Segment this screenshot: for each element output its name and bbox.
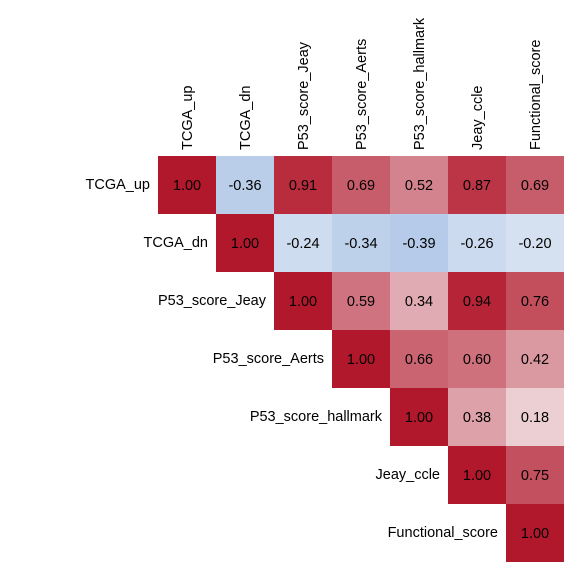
- heatmap-cell: [506, 446, 564, 504]
- cell-value-label: 1.00: [405, 410, 433, 426]
- cell-value-label: 1.00: [463, 468, 491, 484]
- cell-value-label: 0.59: [347, 294, 375, 310]
- heatmap-cell: [274, 272, 332, 330]
- cell-value-label: 1.00: [521, 526, 549, 542]
- heatmap-cell: [390, 272, 448, 330]
- cell-value-label: -0.26: [460, 236, 493, 252]
- cell-value-label: 0.18: [521, 410, 549, 426]
- row-label-tcga-up: TCGA_up: [86, 177, 150, 193]
- heatmap-cell: [274, 156, 332, 214]
- row-label-p53-score-aerts: P53_score_Aerts: [213, 351, 324, 367]
- cell-value-label: 1.00: [173, 178, 201, 194]
- cell-value-label: 1.00: [289, 294, 317, 310]
- column-label-tcga-dn: TCGA_dn: [238, 86, 254, 150]
- cell-value-label: -0.20: [518, 236, 551, 252]
- row-label-functional-score: Functional_score: [388, 525, 498, 541]
- cell-value-label: 0.60: [463, 352, 491, 368]
- cell-value-label: 0.87: [463, 178, 491, 194]
- cell-value-label: -0.24: [286, 236, 319, 252]
- heatmap-cell: [448, 330, 506, 388]
- heatmap-cell: [332, 330, 390, 388]
- cell-value-label: 0.52: [405, 178, 433, 194]
- heatmap-cell: [390, 156, 448, 214]
- heatmap-cell: [390, 388, 448, 446]
- cell-value-label: 0.76: [521, 294, 549, 310]
- heatmap-cell: [506, 330, 564, 388]
- heatmap-cell: [448, 156, 506, 214]
- heatmap-cell: [158, 156, 216, 214]
- column-label-p53-score-jeay: P53_score_Jeay: [296, 41, 312, 150]
- heatmap-cell: [216, 214, 274, 272]
- heatmap-cell: [332, 272, 390, 330]
- cell-value-label: 0.34: [405, 294, 433, 310]
- cell-value-label: 1.00: [231, 236, 259, 252]
- cell-value-label: -0.34: [344, 236, 377, 252]
- heatmap-cell: [506, 156, 564, 214]
- cell-value-label: 0.38: [463, 410, 491, 426]
- cell-value-label: -0.36: [228, 178, 261, 194]
- column-label-tcga-up: TCGA_up: [180, 86, 196, 150]
- cell-value-label: -0.39: [402, 236, 435, 252]
- cell-value-label: 0.66: [405, 352, 433, 368]
- row-label-p53-score-jeay: P53_score_Jeay: [158, 293, 267, 309]
- heatmap-cell: [506, 214, 564, 272]
- heatmap-cell: [506, 272, 564, 330]
- cell-value-label: 0.69: [521, 178, 549, 194]
- heatmap-cell: [274, 214, 332, 272]
- cell-value-label: 1.00: [347, 352, 375, 368]
- heatmap-cell: [332, 214, 390, 272]
- heatmap-cell: [448, 388, 506, 446]
- heatmap-cell: [506, 388, 564, 446]
- heatmap-cell: [448, 272, 506, 330]
- column-label-p53-score-hallmark: P53_score_hallmark: [412, 17, 428, 150]
- row-label-jeay-ccle: Jeay_ccle: [376, 467, 440, 483]
- cell-value-label: 0.42: [521, 352, 549, 368]
- cell-value-label: 0.91: [289, 178, 317, 194]
- heatmap-cell: [390, 214, 448, 272]
- row-label-p53-score-hallmark: P53_score_hallmark: [250, 409, 383, 425]
- cell-value-label: 0.69: [347, 178, 375, 194]
- heatmap-cell: [448, 446, 506, 504]
- column-label-jeay-ccle: Jeay_ccle: [470, 86, 486, 150]
- cell-value-label: 0.94: [463, 294, 491, 310]
- heatmap-cell: [448, 214, 506, 272]
- heatmap-cell: [216, 156, 274, 214]
- column-label-functional-score: Functional_score: [528, 40, 544, 150]
- heatmap-cell: [332, 156, 390, 214]
- row-label-tcga-dn: TCGA_dn: [144, 235, 208, 251]
- heatmap-cell: [390, 330, 448, 388]
- heatmap-cell: [506, 504, 564, 562]
- cell-value-label: 0.75: [521, 468, 549, 484]
- column-label-p53-score-aerts: P53_score_Aerts: [354, 39, 370, 150]
